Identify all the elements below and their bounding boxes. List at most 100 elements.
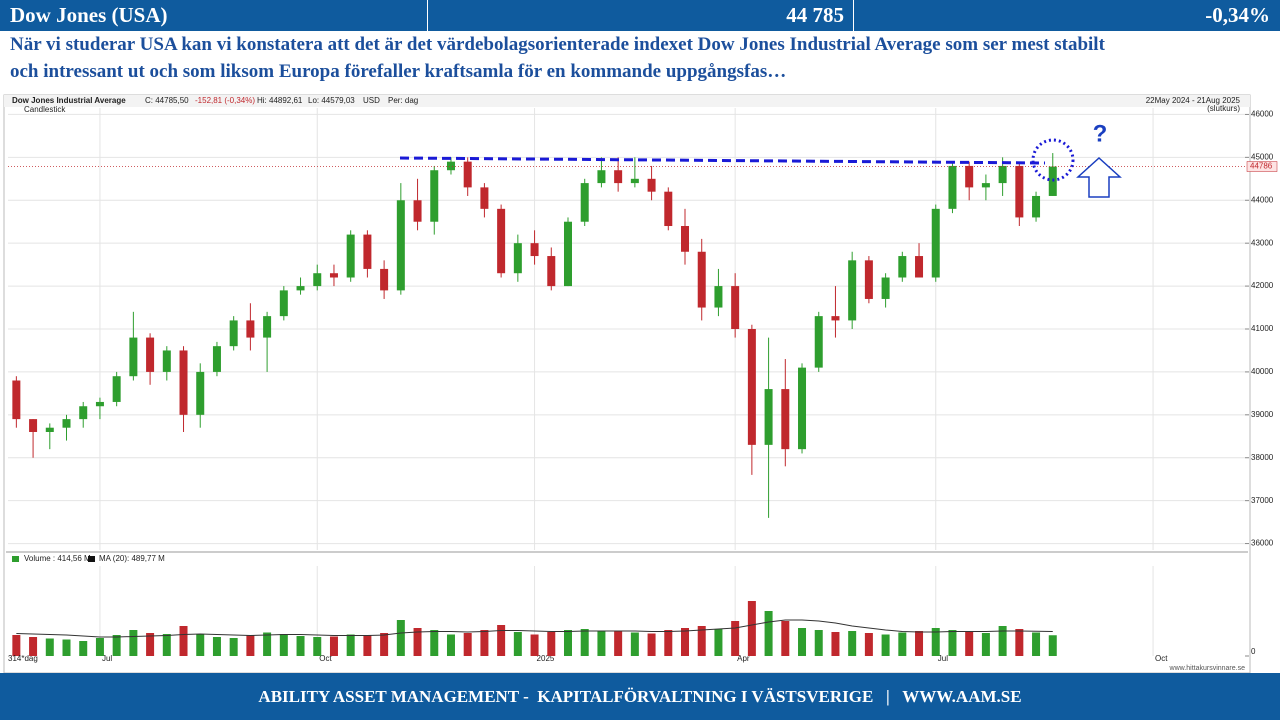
volume-bar [814, 630, 823, 656]
volume-bar [430, 630, 439, 656]
volume-bar [664, 630, 673, 656]
resistance-line [399, 156, 1046, 165]
volume-bar [513, 632, 522, 656]
candle-body [329, 273, 338, 278]
candle-body [446, 161, 455, 171]
volume-bar [1048, 635, 1057, 656]
volume-bar [497, 625, 506, 656]
y-tick-label: 38000 [1251, 453, 1274, 462]
candle-body [212, 346, 221, 372]
volume-bar [346, 634, 355, 656]
volume-bar [446, 634, 455, 656]
candle-body [480, 187, 489, 209]
volume-bar [580, 629, 589, 656]
volume-bar [212, 637, 221, 656]
y-tick-label: 41000 [1251, 324, 1274, 333]
volume-bar [614, 631, 623, 656]
volume-bar [764, 611, 773, 656]
candle-body [614, 170, 623, 184]
volume-bar [798, 628, 807, 656]
volume-bar [229, 638, 238, 656]
candle-body [229, 320, 238, 347]
ma-legend-swatch [88, 556, 95, 562]
x-tick-label: Oct [319, 654, 332, 663]
candle-body [263, 316, 272, 338]
volume-bar [864, 633, 873, 656]
header-title: Dow Jones (USA) [10, 3, 168, 27]
x-tick-label: Oct [1155, 654, 1168, 663]
volume-bar [547, 632, 556, 656]
candle-body [62, 419, 71, 428]
volume-bar [146, 633, 155, 656]
volume-bar [881, 634, 890, 656]
candle-body [363, 234, 372, 269]
volume-bar [998, 626, 1007, 656]
volume-legend-swatch [12, 556, 19, 562]
grid: 36000 37000 38000 39000 40000 41000 42000 43000… [8, 108, 1274, 663]
ma-line [16, 619, 1053, 638]
commentary-line: och intressant ut och som liksom Europa … [10, 61, 787, 82]
candle-body [196, 371, 205, 415]
candle-body [129, 337, 138, 377]
candle-body [146, 337, 155, 372]
candle-body [931, 208, 940, 278]
y-tick-label: 36000 [1251, 539, 1274, 548]
volume-bar [296, 636, 305, 656]
period-count: 314*dag [8, 654, 38, 663]
candle-body [831, 316, 840, 321]
candle-body [380, 268, 389, 291]
volume-bar [948, 630, 957, 656]
volume-bar [263, 632, 272, 656]
candle-body [731, 286, 740, 329]
candle-body [1015, 165, 1024, 218]
candle-body [647, 178, 656, 192]
commentary-line: När vi studerar USA kan vi konstatera at… [10, 34, 1105, 55]
candle-body [630, 178, 639, 184]
x-tick-label: Jul [102, 654, 112, 663]
volume-bar [563, 630, 572, 656]
volume-bar [380, 633, 389, 656]
ma-legend: MA (20): 489,77 M [99, 554, 165, 563]
volume-bar [112, 635, 121, 656]
change-text: -152,81 (-0,34%) [195, 96, 255, 105]
candle-body [597, 170, 606, 184]
candle-body [79, 406, 88, 420]
candle-body [948, 165, 957, 209]
header-bar: Dow Jones (USA) 44 785 -0,34% [0, 0, 1280, 31]
candle-body [346, 234, 355, 278]
y-tick-label: 46000 [1251, 110, 1274, 119]
volume-bar [246, 635, 255, 656]
candle-body [714, 286, 723, 308]
chart-title: Dow Jones Industrial Average [12, 96, 126, 105]
y-tick-label: 44000 [1251, 195, 1274, 204]
volume-bar [79, 641, 88, 656]
candle-body [864, 260, 873, 299]
candle-body [179, 350, 188, 415]
volume-bar [931, 628, 940, 656]
y-tick-label: 37000 [1251, 496, 1274, 505]
volume-bar [781, 621, 790, 656]
volume-bar [915, 631, 924, 656]
y-tick-label: 45000 [1251, 152, 1274, 161]
volume-bar [413, 628, 422, 656]
highlight-circle [1031, 138, 1075, 182]
volume-bar [196, 634, 205, 656]
candle-body [112, 376, 121, 402]
y-tick-label: 39000 [1251, 410, 1274, 419]
candle-body [664, 191, 673, 227]
candle-body [898, 256, 907, 278]
candle-body [279, 290, 288, 317]
candle-body [848, 260, 857, 321]
volume-bar [162, 634, 171, 656]
commentary: När vi studerar USA kan vi konstatera at… [10, 31, 1275, 85]
source: www.hittakursvinnare.se [1169, 665, 1246, 672]
chart-frame [3, 94, 1251, 674]
marks: 44786 [8, 153, 1278, 656]
candle-body [463, 161, 472, 188]
candle-body [413, 200, 422, 222]
volume-bar [179, 626, 188, 656]
chart-style: Candlestick [24, 105, 66, 114]
y-tick-label: 42000 [1251, 281, 1274, 290]
